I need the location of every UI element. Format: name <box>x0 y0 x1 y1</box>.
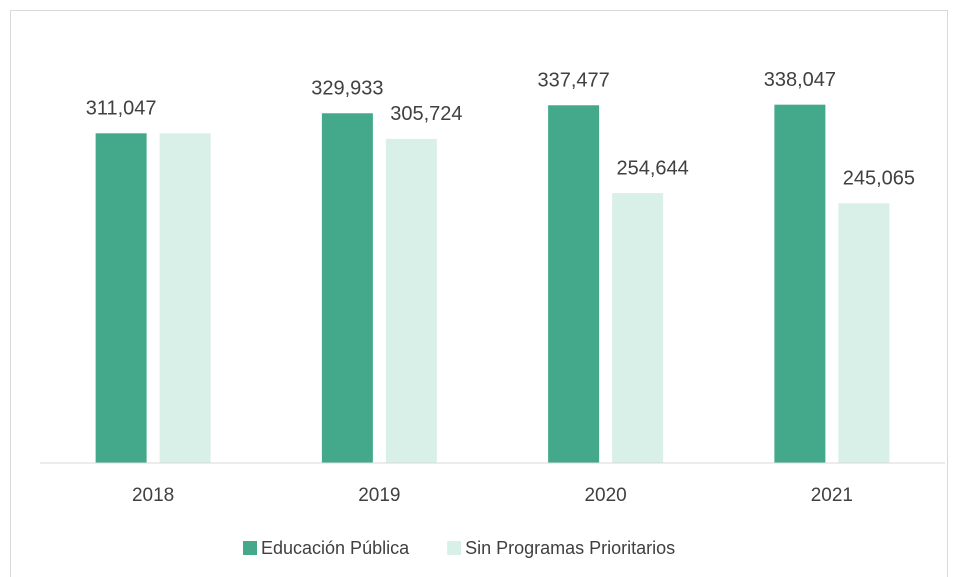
legend-swatch <box>243 541 257 555</box>
data-label: 311,047 <box>86 98 157 120</box>
legend-label: Educación Pública <box>261 538 410 558</box>
legend-swatch <box>447 541 462 555</box>
bar <box>321 113 373 463</box>
data-label: 329,933 <box>311 78 383 100</box>
data-label: 338,047 <box>764 69 836 91</box>
x-tick-label: 2020 <box>584 485 626 506</box>
x-tick-label: 2018 <box>132 485 174 506</box>
bar <box>385 138 437 463</box>
bar <box>159 133 211 464</box>
data-label: 245,065 <box>843 168 915 190</box>
bar <box>548 105 600 463</box>
data-label: 305,724 <box>390 103 462 125</box>
x-tick-label: 2021 <box>811 485 853 506</box>
bar <box>612 193 664 463</box>
legend-label: Sin Programas Prioritarios <box>465 538 675 558</box>
data-label: 337,477 <box>537 70 609 92</box>
bar <box>838 203 890 464</box>
bar <box>774 104 826 464</box>
bar <box>95 133 147 464</box>
data-label: 254,644 <box>616 157 688 179</box>
x-tick-label: 2019 <box>358 485 400 506</box>
